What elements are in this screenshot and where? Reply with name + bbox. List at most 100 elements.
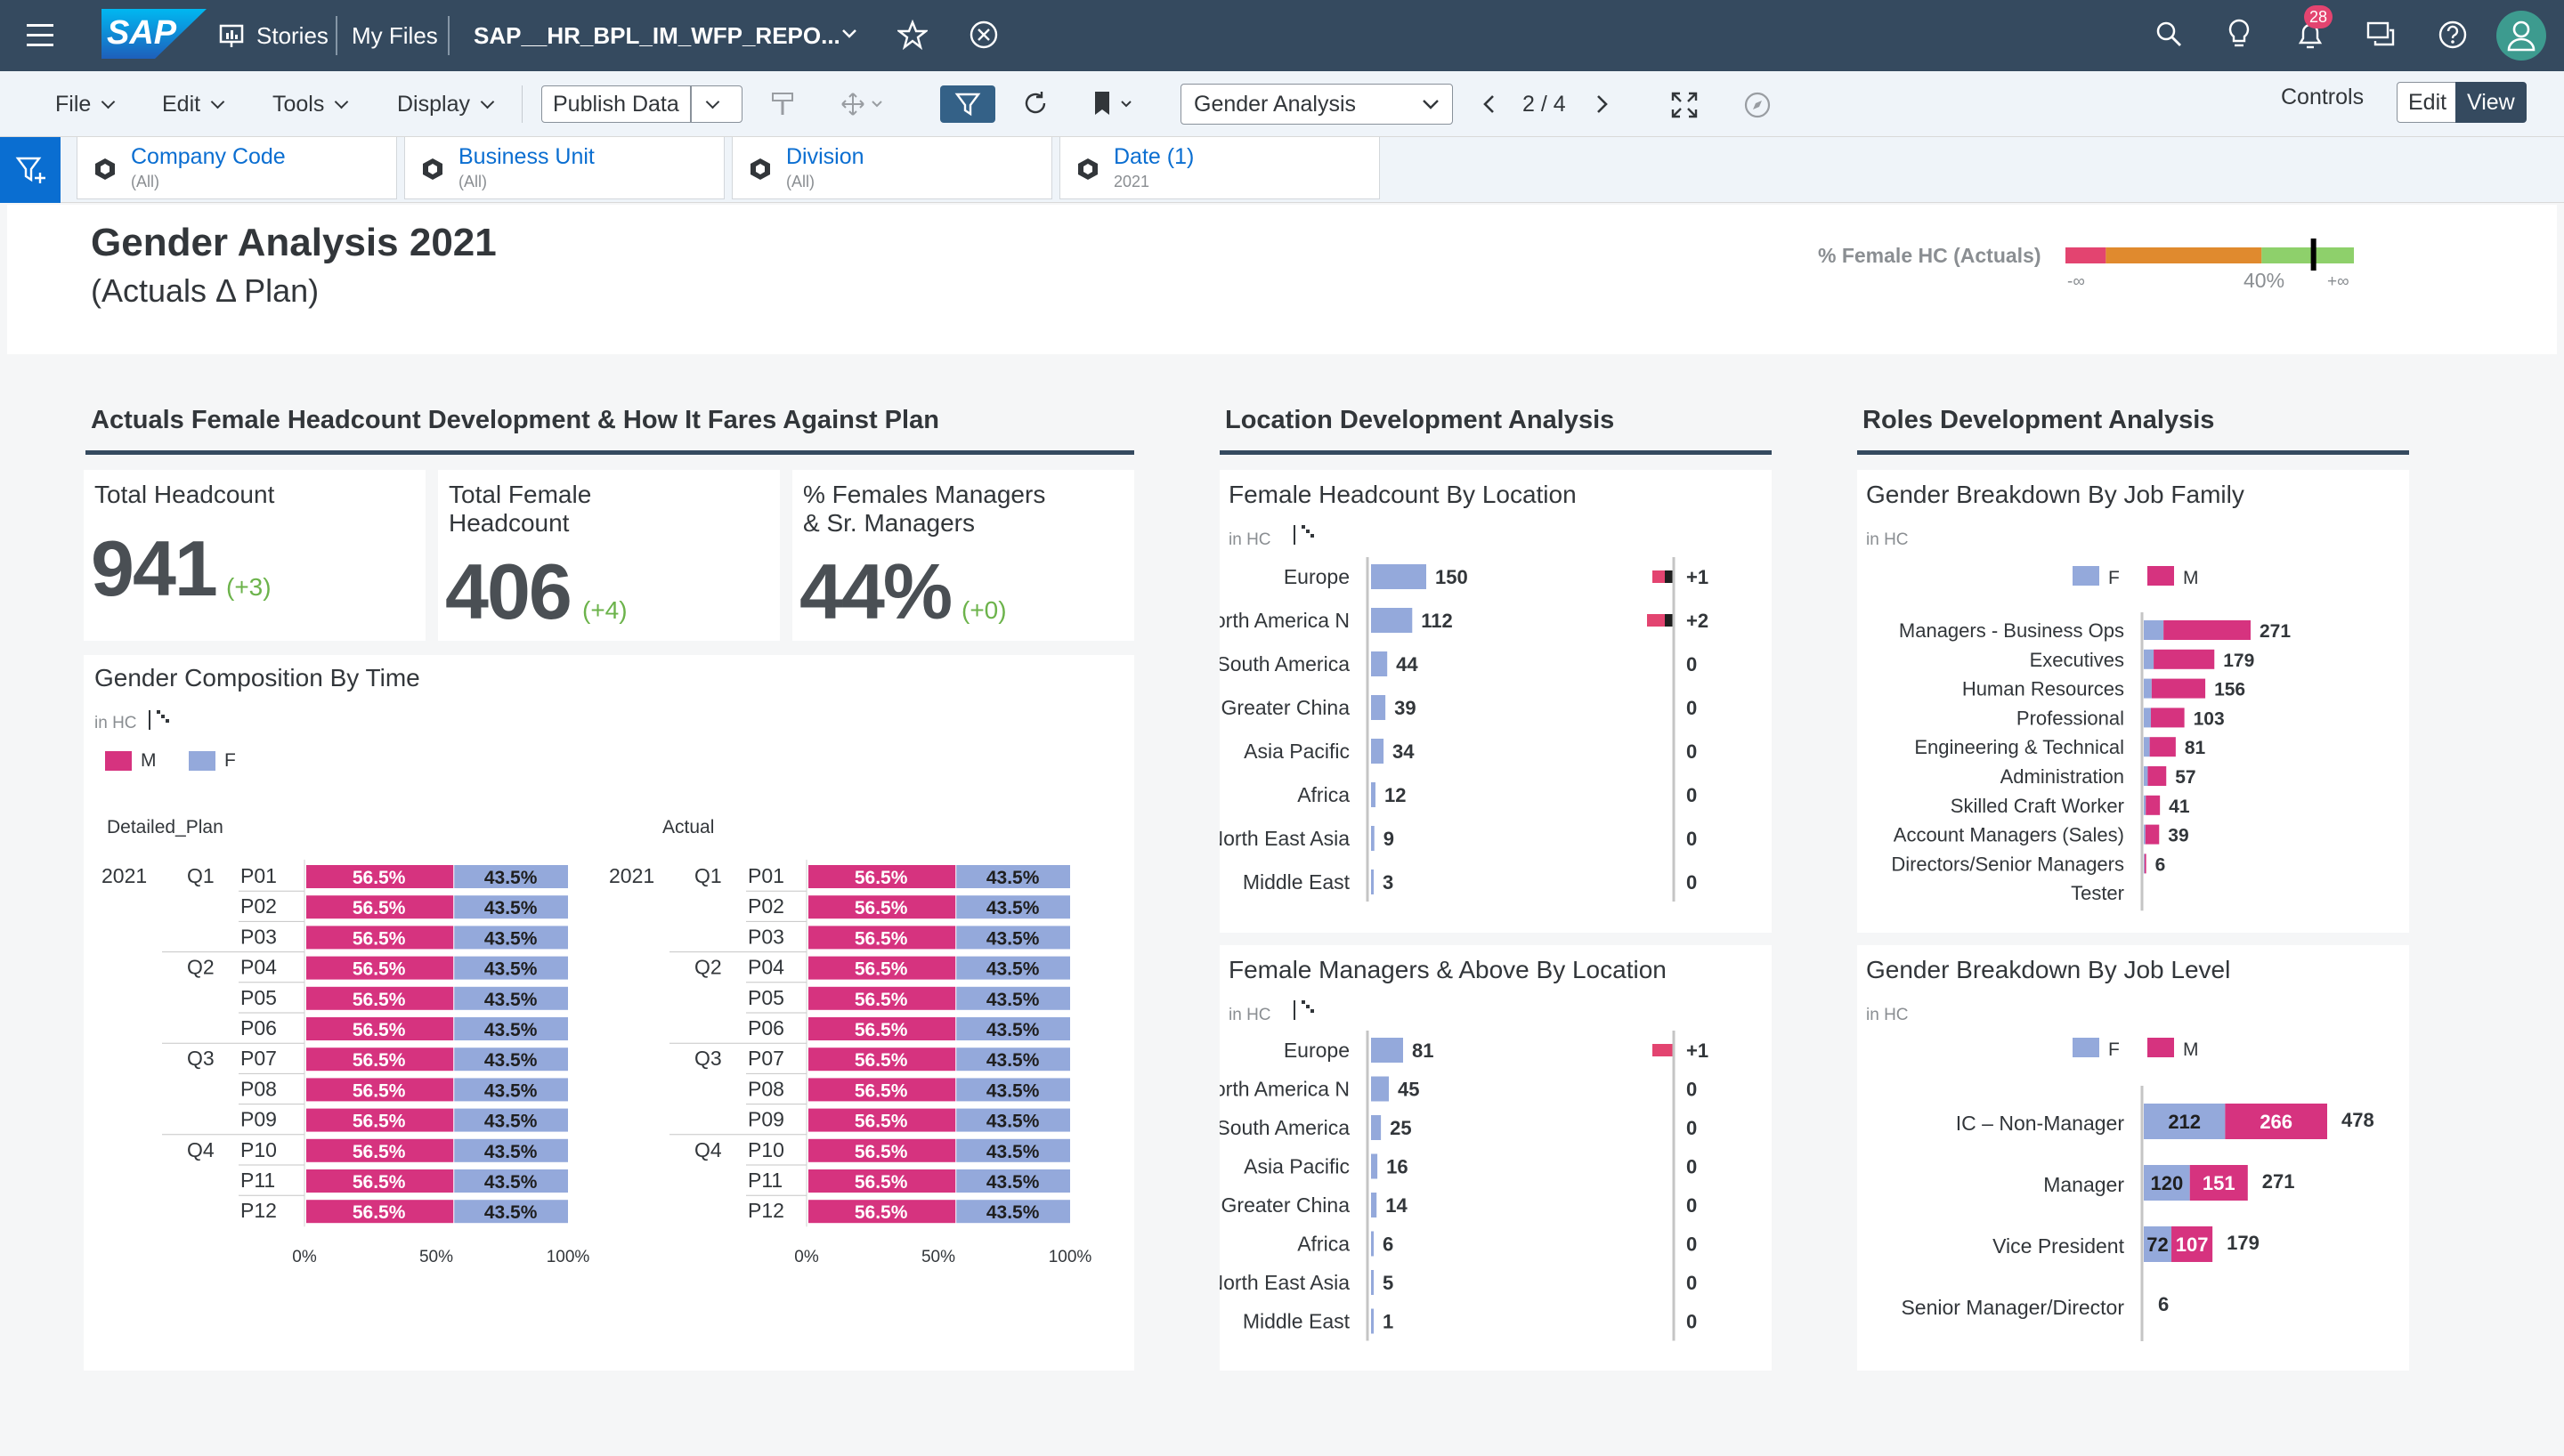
menu-icon[interactable] xyxy=(27,24,57,47)
edit-mode-button[interactable]: Edit xyxy=(2397,82,2459,123)
bar-f xyxy=(956,1017,1070,1040)
category-label: Middle East xyxy=(1243,870,1351,894)
legend-label-m: M xyxy=(141,750,157,771)
bar-m xyxy=(306,1017,454,1040)
close-circle-icon[interactable] xyxy=(969,20,999,50)
menu-edit[interactable]: Edit xyxy=(162,71,225,137)
sap-logo[interactable]: SAP xyxy=(101,9,207,59)
section-title-location: Location Development Analysis xyxy=(1225,406,1615,434)
filter-token[interactable]: Division (All) xyxy=(732,137,1052,199)
category-label: Vice President xyxy=(1992,1234,2124,1258)
bar-f xyxy=(454,1138,568,1162)
legend-swatch-f xyxy=(189,751,215,771)
legend-swatch-m xyxy=(105,751,132,771)
hierarchy-icon[interactable] xyxy=(1293,523,1319,546)
shell-separator xyxy=(448,16,450,55)
hierarchy-icon[interactable] xyxy=(148,708,174,732)
value-label: 150 xyxy=(1435,566,1468,588)
female-managers-location-title: Female Managers & Above By Location xyxy=(1229,956,1667,983)
fullscreen-icon[interactable] xyxy=(1670,91,1699,119)
period-label: P07 xyxy=(240,1047,277,1070)
bar-label-f: 43.5% xyxy=(484,1112,538,1132)
filter-label: Company Code xyxy=(131,144,286,169)
publish-options-button[interactable] xyxy=(691,85,742,123)
publish-data-button[interactable]: Publish Data xyxy=(541,85,691,123)
file-title[interactable]: SAP__HR_BPL_IM_WFP_REPO... xyxy=(474,22,840,49)
category-label: Professional xyxy=(2016,707,2124,729)
filter-toggle-button[interactable] xyxy=(940,85,995,123)
help-icon[interactable] xyxy=(2438,20,2468,50)
view-mode-button[interactable]: View xyxy=(2455,82,2527,123)
female-managers-location-chart: Europe 81 +1 North America N 45 0 South Americ… xyxy=(1220,1031,1708,1341)
hierarchy-icon[interactable] xyxy=(1293,999,1319,1022)
bar-label-m: 56.5% xyxy=(855,1080,908,1101)
total-label: 156 xyxy=(2214,680,2245,700)
page-title: Gender Analysis 2021 xyxy=(91,221,497,264)
delta-label: 0 xyxy=(1686,871,1697,894)
filter-value: (All) xyxy=(786,173,815,190)
chevron-down-icon[interactable] xyxy=(840,23,859,43)
filter-token[interactable]: Company Code (All) xyxy=(77,137,397,199)
shell-separator xyxy=(336,16,337,55)
bar-f xyxy=(454,895,568,919)
value-bar xyxy=(1371,608,1413,633)
job-family-chart: F M Managers - Business Ops 271 Executives 17… xyxy=(1891,566,2291,911)
shell-bar: SAP Stories My Files SAP__HR_BPL_IM_WFP_… xyxy=(0,0,2564,71)
legend-label-f: F xyxy=(2108,1039,2120,1060)
my-files-link[interactable]: My Files xyxy=(352,22,438,49)
menu-tools[interactable]: Tools xyxy=(272,71,349,137)
move-icon[interactable] xyxy=(840,91,887,117)
compass-icon[interactable] xyxy=(1743,91,1772,119)
delta-label: 0 xyxy=(1686,1194,1697,1217)
bar-m xyxy=(808,865,956,888)
chevron-down-icon xyxy=(705,94,720,109)
value-bar xyxy=(1371,695,1386,720)
bar-m xyxy=(2145,824,2160,845)
kpi-value: 941 xyxy=(91,524,218,612)
chat-icon[interactable] xyxy=(2366,21,2397,50)
bar-m xyxy=(306,926,454,950)
bar-label-f: 43.5% xyxy=(986,1112,1040,1132)
menu-file[interactable]: File xyxy=(55,71,116,137)
search-icon[interactable] xyxy=(2154,20,2183,48)
bar-f xyxy=(956,1169,1070,1193)
bar-label-m: 56.5% xyxy=(353,868,406,888)
job-level-card xyxy=(1857,945,2409,1371)
refresh-icon[interactable] xyxy=(1020,89,1051,119)
value-bar xyxy=(1371,564,1426,589)
page-select[interactable]: Gender Analysis xyxy=(1181,84,1453,125)
lightbulb-icon[interactable] xyxy=(2226,18,2252,50)
add-filter-icon xyxy=(15,157,45,183)
user-avatar[interactable] xyxy=(2496,11,2546,61)
category-label: Executives xyxy=(2030,649,2124,671)
stories-link[interactable]: Stories xyxy=(256,22,329,49)
bar-f xyxy=(956,1078,1070,1102)
add-filter-button[interactable] xyxy=(0,137,61,203)
prev-page-icon[interactable] xyxy=(1480,93,1499,115)
value-bar xyxy=(1371,1038,1403,1063)
chevron-down-icon xyxy=(101,94,116,109)
category-label: Asia Pacific xyxy=(1244,1155,1350,1178)
bar-label-m: 56.5% xyxy=(353,1142,406,1162)
delta-bar xyxy=(1652,1044,1674,1056)
bar-m xyxy=(2163,620,2251,640)
filter-token[interactable]: Date (1) 2021 xyxy=(1059,137,1380,199)
favorite-star-icon[interactable] xyxy=(897,20,928,50)
format-brush-icon[interactable] xyxy=(769,91,796,117)
bookmark-icon[interactable] xyxy=(1090,89,1143,119)
bar-label-m: 56.5% xyxy=(855,1202,908,1223)
gender-composition-title: Gender Composition By Time xyxy=(94,664,420,692)
female-hc-location-title: Female Headcount By Location xyxy=(1229,481,1577,508)
stories-icon[interactable] xyxy=(219,23,244,48)
delta-label: +1 xyxy=(1686,1039,1708,1062)
bar-m xyxy=(808,956,956,980)
value-label: 6 xyxy=(1383,1234,1393,1256)
quarter-label: Q2 xyxy=(187,956,215,979)
kpi-value: 406 xyxy=(445,547,572,635)
value-bar xyxy=(1371,651,1388,676)
category-label: South America xyxy=(1220,652,1350,675)
filter-token[interactable]: Business Unit (All) xyxy=(404,137,725,199)
menu-display[interactable]: Display xyxy=(397,71,495,137)
controls-link[interactable]: Controls xyxy=(2281,85,2365,109)
next-page-icon[interactable] xyxy=(1592,93,1611,115)
